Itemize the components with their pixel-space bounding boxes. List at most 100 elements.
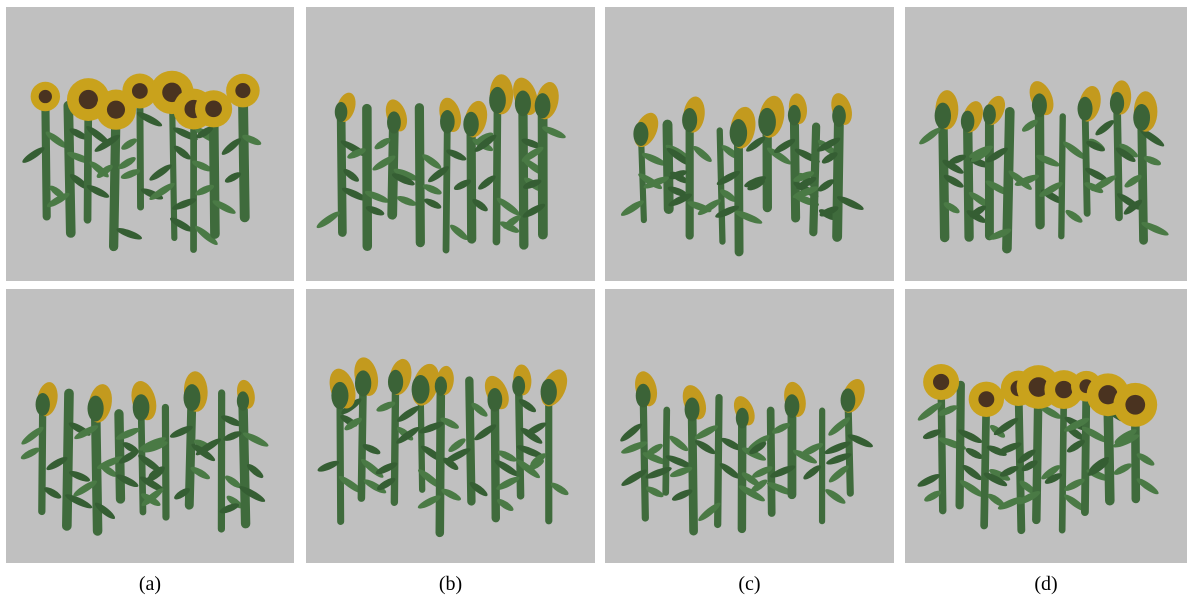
- flower-back: [331, 382, 348, 409]
- panel-caption: (b): [439, 573, 462, 595]
- panel-caption: (c): [738, 573, 760, 595]
- stem: [419, 108, 420, 243]
- stem: [496, 98, 497, 241]
- panel-background: [6, 289, 294, 563]
- flower-back: [730, 119, 748, 147]
- flower-back: [88, 396, 104, 422]
- flower-center: [235, 83, 250, 98]
- flower-back: [682, 108, 697, 132]
- flower-back: [785, 394, 800, 418]
- stem: [243, 399, 246, 524]
- stem: [523, 101, 524, 245]
- flower-back: [487, 388, 502, 412]
- flower-center: [39, 90, 52, 103]
- stem: [67, 393, 69, 526]
- flower-back: [388, 370, 403, 394]
- flower-center: [1125, 395, 1145, 415]
- flower-back: [788, 105, 801, 126]
- flower-back: [983, 104, 996, 125]
- flower-back: [237, 391, 249, 410]
- render-panel: [905, 7, 1187, 281]
- render-panel: [905, 289, 1187, 563]
- flower-back: [832, 105, 846, 127]
- flower-center: [107, 101, 125, 119]
- stem: [189, 396, 192, 505]
- stem: [96, 407, 98, 531]
- render-panel: [6, 289, 294, 563]
- stem: [738, 131, 739, 252]
- flower-center: [205, 100, 222, 117]
- stem: [1062, 390, 1064, 531]
- stem: [984, 399, 986, 525]
- flower-back: [387, 111, 401, 133]
- flower-back: [636, 384, 651, 408]
- render-panel: [306, 7, 595, 281]
- flower-back: [335, 102, 348, 122]
- flower-back: [935, 103, 951, 129]
- stem: [243, 91, 245, 218]
- render-panel: [306, 289, 595, 563]
- flower-back: [961, 111, 975, 133]
- flower-back: [440, 110, 455, 133]
- flower-back: [758, 108, 776, 136]
- stem: [471, 122, 472, 239]
- render-panel: [605, 289, 894, 563]
- flower-back: [36, 393, 50, 416]
- stem: [1085, 107, 1087, 214]
- flower-center: [978, 391, 994, 407]
- stem: [1085, 386, 1086, 512]
- stem: [341, 110, 342, 233]
- flower-back: [685, 397, 700, 421]
- stem: [941, 382, 943, 511]
- stem: [68, 106, 70, 233]
- stem: [392, 120, 394, 214]
- flower-back: [133, 394, 150, 421]
- flower-back: [1078, 97, 1093, 121]
- flower-back: [541, 379, 557, 405]
- stem: [794, 113, 795, 218]
- flower-back: [412, 375, 430, 404]
- stem: [666, 410, 667, 492]
- panel-caption: (d): [1034, 573, 1057, 595]
- figure: (a) (b) (c) (d): [0, 0, 1187, 601]
- stem: [667, 125, 668, 210]
- render-panel: [6, 7, 294, 281]
- stem: [42, 402, 43, 511]
- flower-back: [184, 384, 201, 411]
- stem: [340, 394, 341, 522]
- flower-center: [132, 83, 148, 99]
- stem: [1117, 101, 1119, 217]
- panel-caption: (a): [139, 573, 161, 595]
- stem: [165, 407, 166, 517]
- stem: [114, 110, 116, 247]
- stem: [1007, 112, 1010, 249]
- stem: [771, 411, 772, 514]
- stem: [440, 384, 441, 533]
- flower-back: [515, 90, 531, 116]
- stem: [960, 385, 961, 505]
- flower-back: [736, 408, 749, 429]
- flower-back: [1032, 93, 1047, 117]
- flower-back: [1110, 92, 1124, 115]
- stem: [394, 380, 395, 502]
- stem: [837, 114, 839, 237]
- stem: [495, 398, 496, 518]
- stem: [446, 120, 447, 250]
- stem: [45, 97, 46, 217]
- flower-back: [435, 376, 447, 396]
- stem: [968, 119, 969, 237]
- flower-center: [1055, 381, 1072, 398]
- stem: [214, 109, 215, 234]
- stem: [1039, 103, 1040, 224]
- stem: [692, 407, 694, 531]
- flower-back: [535, 93, 551, 118]
- flower-center: [933, 374, 949, 390]
- flower-back: [841, 388, 856, 412]
- stem: [361, 381, 363, 498]
- flower-back: [463, 112, 478, 137]
- flower-center: [79, 90, 98, 109]
- render-panel: [605, 7, 894, 281]
- flower-back: [489, 87, 506, 114]
- flower-back: [512, 376, 525, 397]
- flower-back: [355, 370, 371, 396]
